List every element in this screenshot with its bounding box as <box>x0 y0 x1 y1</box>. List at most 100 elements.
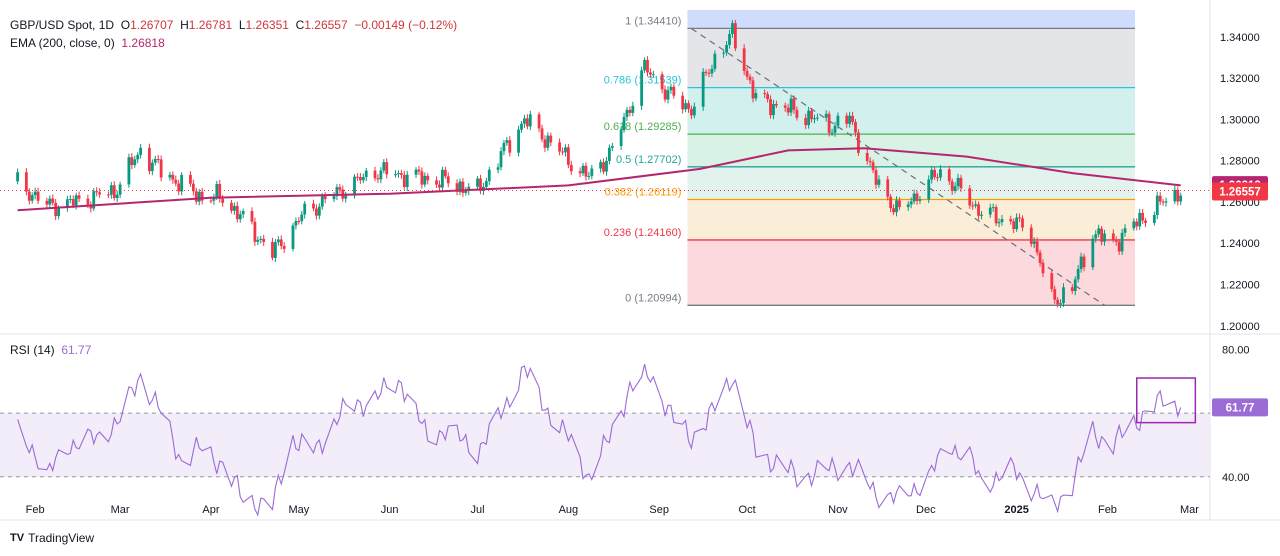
candle-body <box>646 59 649 73</box>
candle-body <box>484 181 488 187</box>
time-axis[interactable]: Feb Mar Apr May Jun Jul Aug Sep Oct Nov Dec 2025 Feb… <box>26 504 1200 516</box>
candle-body <box>385 162 389 175</box>
candle-body <box>824 113 828 118</box>
candle-body <box>1015 217 1019 230</box>
candle-body <box>974 204 978 206</box>
candle-body <box>402 174 406 187</box>
candle-body <box>830 132 834 134</box>
open-value: 1.26707 <box>130 18 174 32</box>
candle-body <box>994 207 998 224</box>
candle-body <box>353 176 356 196</box>
candle-body <box>420 171 424 185</box>
close-label: C <box>295 18 305 32</box>
time-tick-label: Mar <box>111 504 130 516</box>
candle-body <box>912 193 916 202</box>
candle-body <box>731 23 734 34</box>
candle-body <box>238 214 242 220</box>
candle-body <box>786 107 790 113</box>
candle-body <box>997 222 1001 224</box>
price-tick-label: 1.22000 <box>1220 280 1260 292</box>
candle-body <box>382 162 386 171</box>
price-axis[interactable]: 1.340001.320001.300001.280001.260001.240… <box>0 0 1280 521</box>
candle-body <box>57 208 60 217</box>
footer[interactable]: TV TradingView <box>10 531 94 545</box>
time-tick-label: Jul <box>471 504 485 516</box>
candle-body <box>877 179 881 185</box>
candle-body <box>1038 252 1042 263</box>
close-value: 1.26557 <box>304 18 348 32</box>
candle-body <box>810 110 813 120</box>
price-tick-label: 1.20000 <box>1220 321 1260 333</box>
candle-body <box>610 145 614 148</box>
candle-body <box>871 162 875 171</box>
candle-body <box>988 207 992 215</box>
fibonacci-zones <box>687 10 1135 306</box>
candle-body <box>109 185 113 195</box>
candle-body <box>335 187 339 197</box>
candle-body <box>681 95 685 110</box>
candle-body <box>1018 217 1021 219</box>
candle-body <box>704 71 708 73</box>
candle-body <box>1029 227 1033 244</box>
candle-body <box>692 106 696 116</box>
candle-body <box>1012 221 1016 230</box>
fib-level-label: 0 (1.20994) <box>625 292 681 304</box>
candle-body <box>212 196 216 201</box>
candle-body <box>742 48 746 71</box>
candle-body <box>16 172 19 182</box>
candle-body <box>405 174 409 187</box>
candle-body <box>399 173 403 175</box>
candle-body <box>713 53 717 69</box>
candle-body <box>851 115 854 122</box>
rsi-tick-label: 40.00 <box>1222 472 1250 484</box>
candle-body <box>461 181 465 193</box>
rsi-badge-bg <box>1212 398 1268 417</box>
candle-body <box>1021 218 1024 228</box>
candle-body <box>1111 233 1115 240</box>
candle-body <box>631 105 635 113</box>
candle-body <box>710 68 714 74</box>
candle-body <box>1155 195 1159 216</box>
candle-body <box>701 71 705 107</box>
candle-body <box>640 70 644 106</box>
trendline-dashed <box>691 28 1105 306</box>
candle-body <box>508 140 512 153</box>
candle-body <box>86 198 90 205</box>
candle-body <box>107 194 110 196</box>
candle-body <box>991 207 995 209</box>
candle-body <box>607 147 611 161</box>
candle-body <box>804 117 808 126</box>
candle-body <box>262 238 266 242</box>
candle-body <box>889 196 893 209</box>
candle-body <box>30 195 34 201</box>
price-badge-bg <box>1212 182 1268 201</box>
candle-body <box>816 117 819 119</box>
candle-body <box>379 170 383 180</box>
candle-body <box>338 187 342 190</box>
candle-body <box>394 174 397 176</box>
candle-body <box>221 198 225 203</box>
candle-body <box>766 94 770 100</box>
rsi-tick-label: 80.00 <box>1222 344 1250 356</box>
candle-body <box>754 93 758 99</box>
ema-value: 1.26818 <box>121 36 165 50</box>
candle-body <box>857 132 860 153</box>
candle-body <box>209 200 213 202</box>
candle-body <box>959 177 963 189</box>
candle-body <box>467 186 471 192</box>
candle-body <box>1082 256 1086 268</box>
candle-body <box>235 205 239 220</box>
candle-body <box>191 183 195 192</box>
fib-zone <box>687 134 1135 167</box>
candle-body <box>218 184 222 199</box>
candle-body <box>446 176 450 184</box>
candle-body <box>48 198 52 205</box>
low-label: L <box>238 18 246 32</box>
fibonacci-levels: 1 (1.34410)0.786 (1.31539)0.618 (1.29285… <box>604 15 1135 306</box>
candle-body <box>74 195 78 206</box>
candle-body <box>795 109 799 118</box>
candle-body <box>118 184 122 195</box>
candle-body <box>1114 239 1118 242</box>
trendline[interactable] <box>691 28 1105 306</box>
